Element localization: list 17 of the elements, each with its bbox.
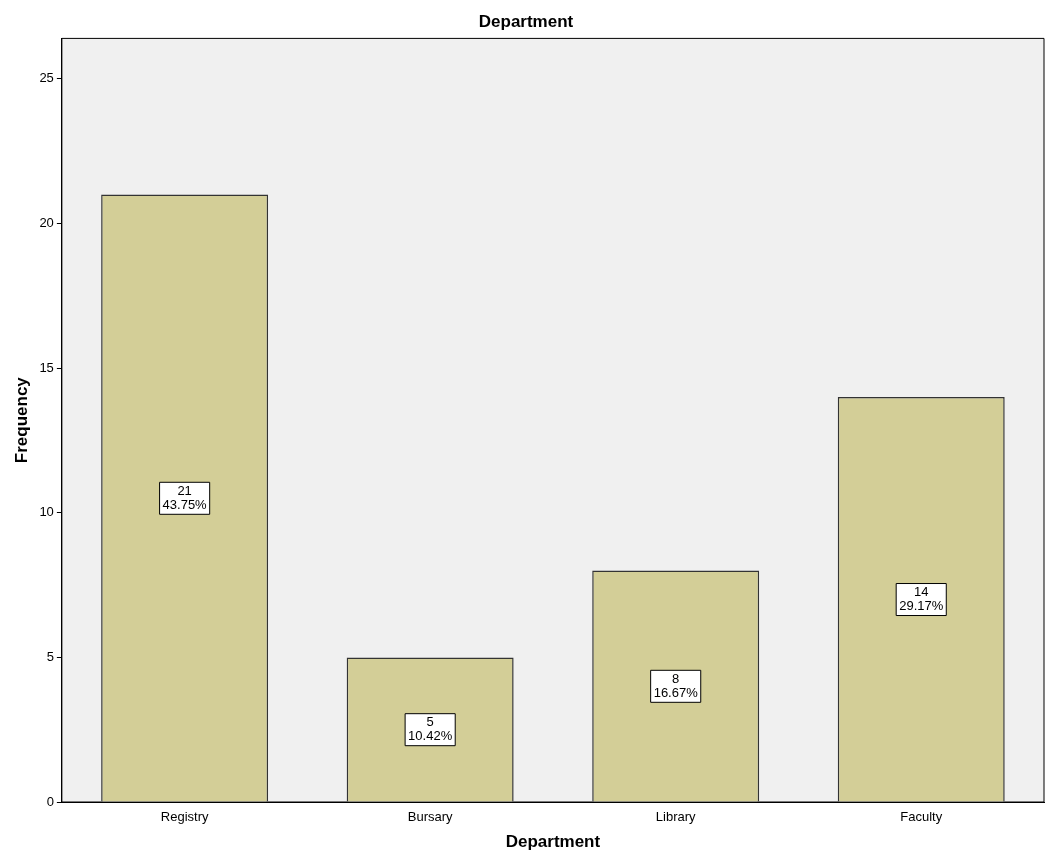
- x-tick-label: Bursary: [407, 809, 454, 825]
- x-tick-label: Library: [655, 809, 697, 825]
- y-axis-title: Frequency: [11, 376, 31, 464]
- y-tick-label: 25: [39, 70, 54, 86]
- data-label: 21 43.75%: [162, 482, 208, 512]
- y-tick-label: 10: [39, 504, 54, 520]
- x-tick-label: Registry: [160, 809, 209, 825]
- y-tick-label: 5: [46, 648, 54, 664]
- data-label: 14 29.17%: [899, 584, 944, 614]
- y-tick-label: 0: [46, 793, 54, 809]
- y-tick-label: 20: [39, 215, 54, 231]
- chart-title: Department: [478, 11, 574, 31]
- x-axis-title: Department: [505, 832, 601, 852]
- y-tick-label: 15: [39, 359, 54, 375]
- x-tick-label: Faculty: [900, 809, 943, 825]
- data-label: 8 16.67%: [653, 670, 699, 700]
- data-label: 5 10.42%: [408, 714, 453, 744]
